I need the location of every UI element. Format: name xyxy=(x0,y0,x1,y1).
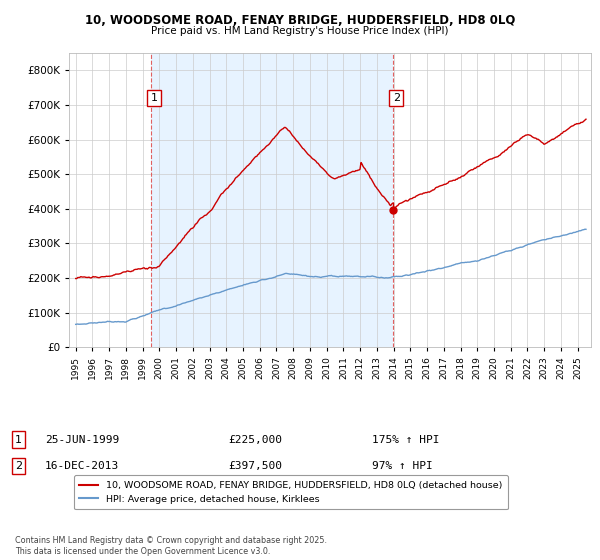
Text: Contains HM Land Registry data © Crown copyright and database right 2025.
This d: Contains HM Land Registry data © Crown c… xyxy=(15,536,327,556)
Text: 16-DEC-2013: 16-DEC-2013 xyxy=(45,461,119,471)
Text: 175% ↑ HPI: 175% ↑ HPI xyxy=(372,435,439,445)
Text: 10, WOODSOME ROAD, FENAY BRIDGE, HUDDERSFIELD, HD8 0LQ: 10, WOODSOME ROAD, FENAY BRIDGE, HUDDERS… xyxy=(85,14,515,27)
Text: £225,000: £225,000 xyxy=(228,435,282,445)
Text: 2: 2 xyxy=(392,93,400,103)
Text: 1: 1 xyxy=(15,435,22,445)
Text: 25-JUN-1999: 25-JUN-1999 xyxy=(45,435,119,445)
Text: 1: 1 xyxy=(151,93,157,103)
Bar xyxy=(151,53,393,347)
Text: Price paid vs. HM Land Registry's House Price Index (HPI): Price paid vs. HM Land Registry's House … xyxy=(151,26,449,36)
Text: £397,500: £397,500 xyxy=(228,461,282,471)
Text: 2: 2 xyxy=(15,461,22,471)
Legend: 10, WOODSOME ROAD, FENAY BRIDGE, HUDDERSFIELD, HD8 0LQ (detached house), HPI: Av: 10, WOODSOME ROAD, FENAY BRIDGE, HUDDERS… xyxy=(74,475,508,510)
Text: 97% ↑ HPI: 97% ↑ HPI xyxy=(372,461,433,471)
